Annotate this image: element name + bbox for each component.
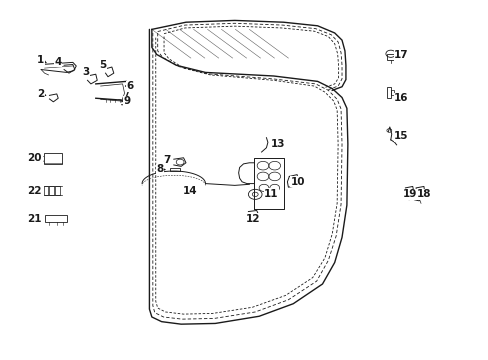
Text: 10: 10 [290,177,305,187]
Text: 4: 4 [54,57,61,67]
Text: 12: 12 [245,214,260,224]
Bar [170,168,180,171]
Text: 2: 2 [37,89,44,99]
Bar [390,90,393,95]
Text: 18: 18 [416,189,430,199]
Text: 13: 13 [270,139,285,149]
Bar [49,186,54,195]
Text: 1: 1 [37,55,44,65]
Bar [44,215,66,222]
Bar [386,54,393,60]
Text: 21: 21 [27,215,42,224]
Text: 6: 6 [126,81,133,91]
Text: 8: 8 [156,164,163,174]
Text: 16: 16 [393,93,408,103]
Text: 7: 7 [163,155,170,165]
Bar [55,186,60,195]
Text: 15: 15 [393,131,408,141]
Text: 14: 14 [182,186,197,197]
Text: 3: 3 [82,67,89,77]
Bar [43,186,48,195]
Text: 5: 5 [99,60,106,70]
Bar [386,87,390,98]
Text: 11: 11 [264,189,278,199]
Text: 20: 20 [27,153,42,163]
Bar [43,153,62,164]
Text: 22: 22 [27,186,42,196]
Text: 17: 17 [393,50,408,60]
Text: 9: 9 [123,96,131,106]
Text: 19: 19 [402,189,417,199]
